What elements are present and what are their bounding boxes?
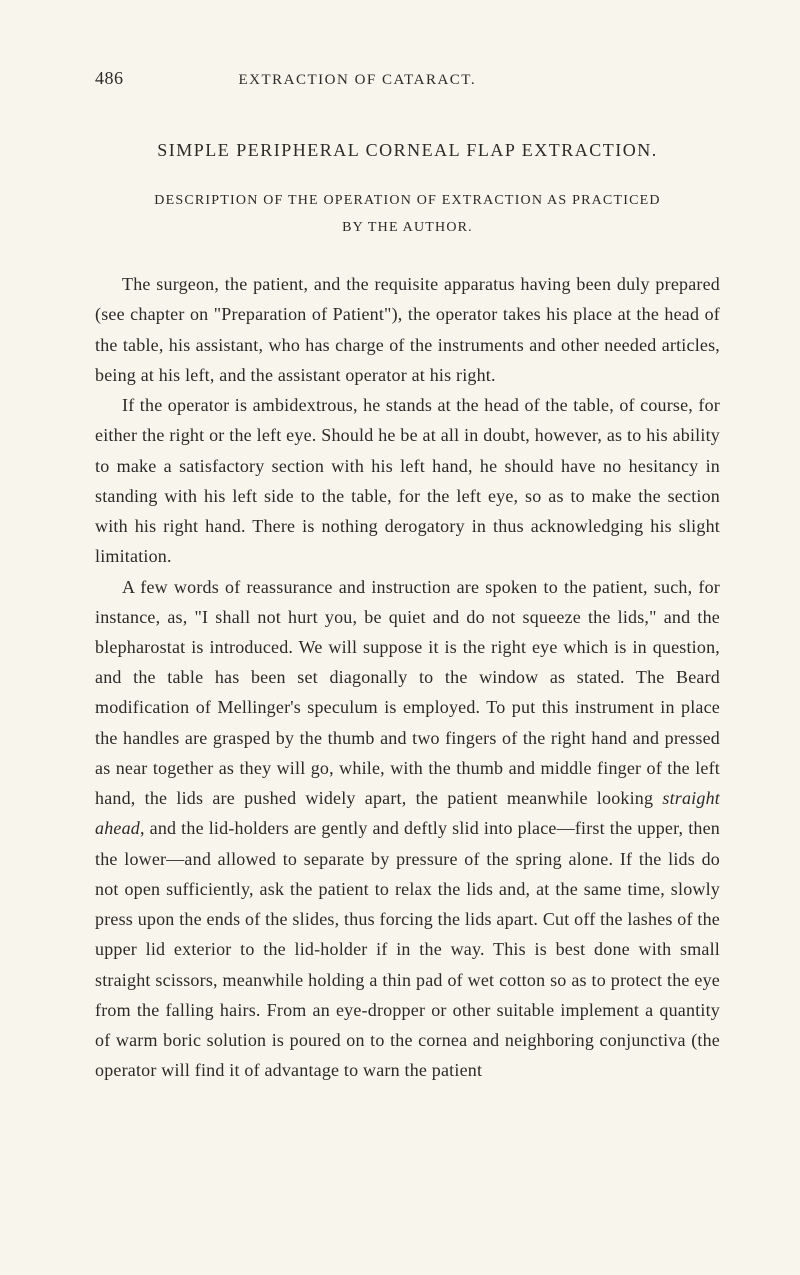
subsection-title: DESCRIPTION OF THE OPERATION OF EXTRACTI… [95,188,720,241]
page-number: 486 [95,68,124,89]
paragraph-1: The surgeon, the patient, and the requis… [95,269,720,390]
page-header: 486 EXTRACTION OF CATARACT. [95,68,720,89]
body-text: The surgeon, the patient, and the requis… [95,269,720,1085]
paragraph-2: If the operator is ambidextrous, he stan… [95,390,720,571]
subtitle-line-2: BY THE AUTHOR. [342,220,473,235]
p3-part2: , and the lid-holders are gently and def… [95,818,720,1080]
paragraph-3: A few words of reassurance and instructi… [95,572,720,1086]
p3-part1: A few words of reassurance and instructi… [95,577,720,809]
subtitle-line-1: DESCRIPTION OF THE OPERATION OF EXTRACTI… [154,193,660,208]
running-head: EXTRACTION OF CATARACT. [239,72,477,89]
section-title: SIMPLE PERIPHERAL CORNEAL FLAP EXTRACTIO… [95,137,720,164]
